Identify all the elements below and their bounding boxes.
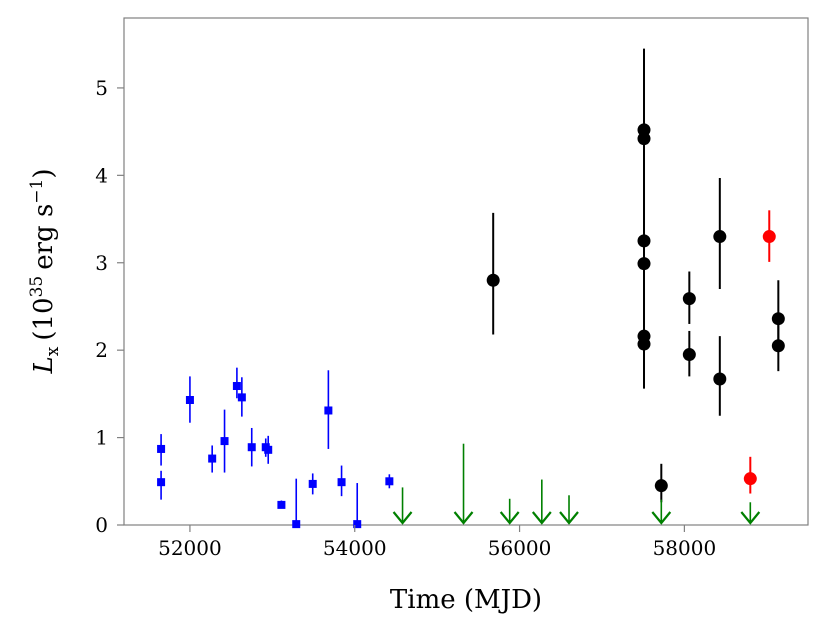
black-circles-series	[486, 48, 785, 503]
y-tick-label: 3	[95, 251, 108, 275]
upper-limit-arrowhead	[740, 511, 761, 525]
y-axis-title-base: 10	[29, 297, 59, 330]
x-tick-label: 52000	[158, 536, 222, 560]
y-tick-label: 5	[95, 76, 108, 100]
data-point-circle	[713, 230, 727, 244]
red-circles-series	[743, 210, 776, 494]
y-axis-title-unit: erg s	[29, 204, 59, 270]
data-point-circle	[637, 132, 651, 146]
data-point-square	[277, 500, 286, 509]
data-point-circle	[762, 230, 776, 244]
data-point-square	[232, 382, 241, 391]
blue-squares-series	[157, 367, 394, 529]
data-point-circle	[743, 472, 757, 486]
data-point-square	[220, 437, 229, 446]
y-axis-title-exponent: 35	[27, 276, 47, 298]
x-axis-title: Time (MJD)	[390, 585, 542, 615]
data-point-square	[353, 520, 362, 529]
x-tick-label: 58000	[653, 536, 717, 560]
y-tick-label: 4	[95, 163, 108, 187]
data-point-square	[292, 520, 301, 529]
upper-limit-arrowhead	[392, 511, 413, 525]
upper-limit-arrowhead	[559, 511, 579, 525]
data-point-circle	[486, 273, 500, 287]
data-point-square	[208, 454, 217, 463]
y-axis-title-symbol: L	[29, 356, 59, 374]
data-point-circle	[637, 257, 651, 271]
x-tick-label: 54000	[323, 536, 387, 560]
upper-limit-arrowhead	[499, 511, 520, 525]
y-axis-title: Lx (1035 erg s−1)	[27, 168, 63, 374]
upper-limit-arrowhead	[531, 511, 552, 525]
green-upper-limits-series	[392, 443, 761, 525]
data-point-square	[385, 477, 394, 486]
data-point-square	[264, 445, 273, 454]
y-axis-title-subscript: x	[43, 346, 63, 356]
data-point-circle	[713, 372, 727, 386]
data-point-square	[157, 444, 166, 453]
y-tick-label: 0	[95, 513, 108, 537]
data-point-square	[185, 395, 194, 404]
upper-limit-arrowhead	[651, 511, 672, 525]
y-axis-ticks: 0 1 2 3 4 5	[95, 76, 124, 537]
data-point-circle	[771, 312, 785, 326]
data-point-square	[324, 406, 333, 415]
y-tick-label: 1	[95, 426, 108, 450]
data-point-square	[247, 443, 256, 452]
data-point-square	[308, 479, 317, 488]
data-point-circle	[654, 479, 668, 493]
data-point-square	[157, 478, 166, 487]
y-axis-title-open: (	[29, 331, 59, 341]
x-axis-ticks: 52000 54000 56000 58000	[158, 525, 716, 560]
y-tick-label: 2	[95, 338, 108, 362]
data-marks	[157, 48, 785, 529]
data-point-circle	[682, 348, 696, 362]
upper-limit-arrowhead	[453, 511, 474, 525]
plot-frame	[123, 17, 809, 526]
data-point-circle	[771, 339, 785, 353]
data-point-circle	[682, 292, 696, 306]
data-point-circle	[637, 337, 651, 351]
y-axis-title-close: )	[29, 168, 59, 178]
x-tick-label: 56000	[488, 536, 552, 560]
data-point-square	[237, 393, 246, 402]
y-axis-title-unit-exponent: −1	[27, 179, 47, 204]
data-point-square	[337, 478, 346, 487]
